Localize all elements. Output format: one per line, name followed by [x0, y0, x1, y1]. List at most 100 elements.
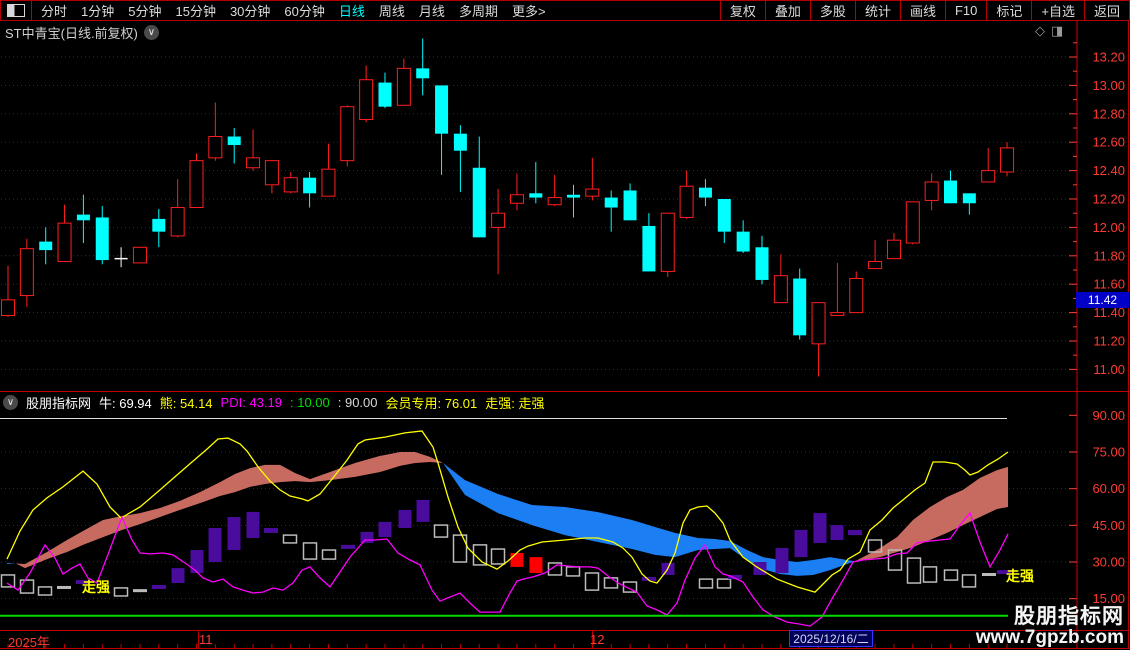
candle: [509, 173, 524, 211]
candle: [132, 246, 147, 264]
indicator-box: [813, 513, 827, 543]
indicator-box: [922, 566, 938, 583]
indicator-field-3: : 10.00: [289, 395, 330, 410]
candle: [811, 302, 826, 377]
menu-tool-8[interactable]: 返回: [1083, 1, 1130, 20]
menu-tool-1[interactable]: 叠加: [764, 1, 810, 20]
indicator-axis-label: 45.00: [1092, 518, 1125, 533]
indicator-box: [452, 534, 468, 563]
menu-bar: 分时 1分钟 5分钟 15分钟 30分钟 60分钟 日线 周线 月线 多周期 更多> 复权 叠加 多股统…: [0, 0, 1130, 21]
menu-period-0[interactable]: 分时: [41, 4, 68, 19]
candle: [453, 125, 467, 192]
candle: [264, 160, 279, 194]
indicator-band: [7, 452, 1008, 576]
chevron-down-icon[interactable]: ∨: [143, 25, 159, 40]
indicator-box: [264, 528, 278, 533]
indicator-box: [227, 517, 241, 551]
current-price-value: 11.42: [1087, 293, 1118, 307]
indicator-box: [698, 578, 714, 589]
candle: [830, 262, 845, 316]
candle: [793, 268, 807, 340]
menu-period-2[interactable]: 5分钟: [128, 4, 162, 19]
candle: [1000, 142, 1015, 177]
price-axis-label: 11.00: [1093, 362, 1125, 377]
indicator-box: [642, 576, 656, 581]
indicator-box: [510, 552, 524, 567]
indicator-box: [529, 557, 543, 574]
menu-period-1[interactable]: 1分钟: [81, 4, 115, 19]
cursor-date-value: 2025/12/16/二: [793, 632, 869, 646]
panel-layout-icon[interactable]: ◨: [1051, 23, 1064, 38]
indicator-source-label: 股朋指标网: [26, 396, 92, 411]
window-split-icon: [7, 4, 25, 17]
indicator-box: [472, 544, 488, 566]
menu-tool-4[interactable]: 画线: [899, 1, 945, 20]
candle: [529, 162, 543, 204]
indicator-box: [848, 529, 862, 536]
indicator-box: [982, 573, 996, 577]
menu-period-6[interactable]: 日线: [338, 4, 365, 19]
menu-period-8[interactable]: 月线: [418, 4, 445, 19]
chart-title-row: ST中青宝(日线.前复权) ∨: [5, 23, 159, 42]
menu-period-7[interactable]: 周线: [378, 4, 405, 19]
indicator-box: [622, 581, 638, 593]
indicator-box: [887, 549, 903, 571]
candle: [717, 199, 731, 244]
price-axis: 13.20 13.00 12.80 12.60 12.40 12.20 12.00 11.80…: [1069, 42, 1125, 606]
candle: [95, 206, 109, 265]
menu-period-5[interactable]: 60分钟: [284, 4, 325, 19]
indicator-box: [378, 521, 392, 538]
menu-tool-0[interactable]: 复权: [719, 1, 765, 20]
indicator-box: [961, 574, 977, 588]
candle: [359, 65, 374, 123]
candle: [642, 213, 656, 272]
indicator-field-4: : 90.00: [337, 395, 378, 410]
candle: [189, 153, 204, 209]
indicator-field-5: 会员专用: 76.01: [385, 396, 478, 411]
diamond-icon[interactable]: ◇: [1035, 23, 1045, 38]
candle: [19, 238, 34, 307]
member-line: [6, 430, 1009, 593]
menu-period-3[interactable]: 15分钟: [175, 4, 216, 19]
candle: [321, 143, 336, 197]
candle: [1, 265, 15, 317]
candle: [76, 194, 90, 244]
menu-period-4[interactable]: 30分钟: [229, 4, 271, 19]
indicator-field-2: PDI: 43.19: [220, 395, 282, 410]
band-bearish: [443, 463, 855, 576]
candle: [698, 179, 712, 207]
candle: [679, 170, 694, 219]
indicator-box: [906, 557, 922, 584]
indicator-axis-label: 90.00: [1092, 408, 1125, 423]
candle: [416, 38, 430, 96]
price-axis-label: 12.80: [1092, 106, 1125, 121]
candle: [585, 157, 600, 201]
menu-tool-6[interactable]: 标记: [986, 1, 1031, 20]
candle: [114, 247, 128, 268]
band-bullish: [855, 466, 1008, 562]
candle: [849, 271, 864, 314]
candle: [868, 240, 883, 270]
candle: [340, 105, 355, 167]
menu-period-10[interactable]: 更多>: [511, 4, 546, 19]
indicator-box: [190, 550, 204, 574]
indicator-field-6: 走强: 走强: [485, 396, 545, 411]
corner-icons: ◇ ◨: [1035, 23, 1063, 39]
indicator-collapse-icon[interactable]: ∨: [3, 395, 18, 410]
tool-menu: 复权 叠加 多股 统计 画线 F10 标记 +自选 返回: [719, 1, 1130, 20]
menu-tool-5[interactable]: F10: [944, 1, 986, 20]
menu-period-9[interactable]: 多周期: [458, 4, 498, 19]
menu-tool-7[interactable]: +自选: [1031, 1, 1084, 20]
axis-month-label-1: 12: [590, 632, 605, 647]
candle: [886, 233, 901, 260]
indicator-box: [794, 529, 808, 558]
indicator-axis-label: 60.00: [1092, 481, 1125, 496]
menu-tool-3[interactable]: 统计: [854, 1, 900, 20]
window-split-button[interactable]: [0, 1, 32, 20]
candle: [905, 201, 920, 245]
menu-tool-2[interactable]: 多股: [809, 1, 855, 20]
current-price-tag: 11.42: [1076, 292, 1129, 308]
indicator-box: [603, 577, 619, 589]
